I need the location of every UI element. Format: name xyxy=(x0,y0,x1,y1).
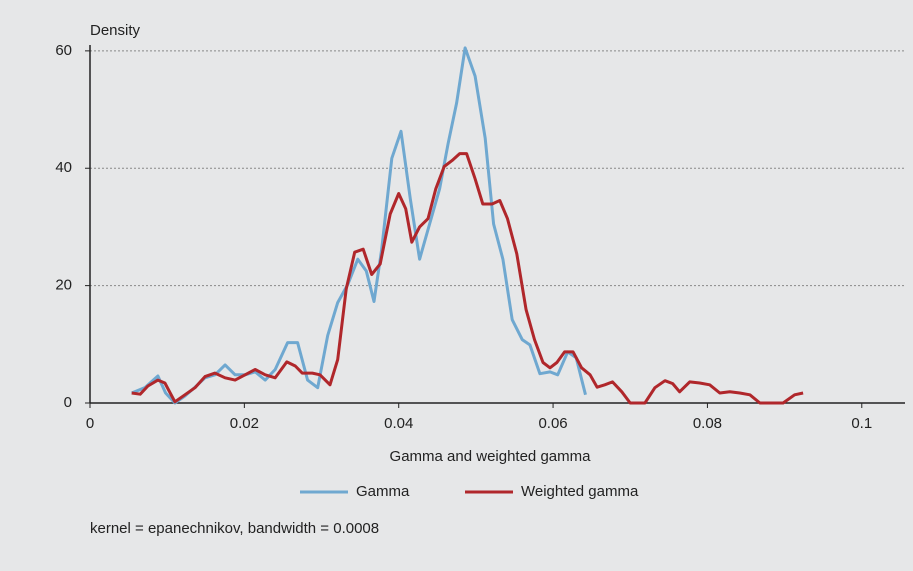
legend-label: Weighted gamma xyxy=(521,483,639,500)
x-tick-label: 0.1 xyxy=(851,415,872,432)
legend-label: Gamma xyxy=(356,483,410,500)
x-tick-label: 0.08 xyxy=(693,415,722,432)
y-tick-label: 0 xyxy=(64,394,72,411)
x-tick-label: 0 xyxy=(86,415,94,432)
x-axis-label: Gamma and weighted gamma xyxy=(390,448,592,465)
series-line xyxy=(131,152,804,405)
y-tick-label: 20 xyxy=(55,277,72,294)
series-line xyxy=(131,46,587,405)
x-tick-label: 0.02 xyxy=(230,415,259,432)
note: kernel = epanechnikov, bandwidth = 0.000… xyxy=(90,520,379,537)
x-tick-label: 0.06 xyxy=(538,415,567,432)
y-tick-label: 40 xyxy=(55,159,72,176)
y-tick-label: 60 xyxy=(55,42,72,59)
x-tick-label: 0.04 xyxy=(384,415,413,432)
y-axis-label: Density xyxy=(90,22,141,39)
